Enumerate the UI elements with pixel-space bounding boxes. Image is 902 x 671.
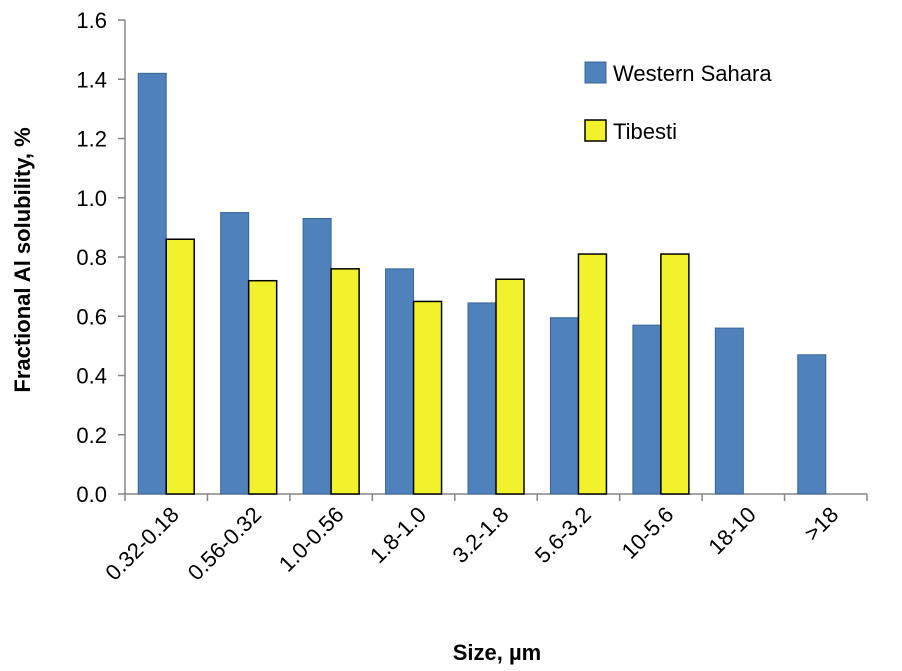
legend: Western Sahara Tibesti	[584, 61, 772, 144]
x-tick-label: 1.0-0.56	[274, 502, 349, 577]
x-tick-label: 3.2-1.8	[447, 502, 513, 568]
bar-western-sahara	[467, 302, 497, 495]
bar-tibesti	[330, 268, 360, 495]
legend-swatch-tibesti	[584, 119, 607, 142]
x-tick-label: 0.56-0.32	[183, 502, 266, 585]
x-tick-label: 10-5.6	[617, 502, 679, 564]
bar-tibesti	[165, 238, 195, 495]
y-tick-label: 0.6	[76, 304, 107, 329]
x-tick-label: 18-10	[703, 502, 760, 559]
bar-western-sahara	[797, 354, 827, 495]
y-tick-label: 1.4	[76, 67, 107, 92]
bar-western-sahara	[302, 217, 332, 495]
bar-western-sahara	[714, 327, 744, 495]
bar-western-sahara	[549, 317, 579, 495]
y-tick-label: 0.2	[76, 423, 107, 448]
x-axis-title: Size, µm	[453, 640, 541, 665]
bar-western-sahara	[632, 324, 662, 495]
bar-tibesti	[495, 278, 525, 495]
x-tick-label: 1.8-1.0	[365, 502, 431, 568]
y-tick-label: 0.0	[76, 482, 107, 507]
legend-swatch-western-sahara	[584, 61, 607, 84]
x-tick-label: >18	[799, 502, 843, 546]
bar-tibesti	[412, 300, 443, 495]
plot-area: 0.0 0.2 0.4 0.6 0.8 1.0 1.2 1.4 1.6 0.32-0.18 0.56…	[76, 8, 868, 585]
bar-western-sahara	[385, 268, 415, 495]
y-tick-label: 1.2	[76, 127, 107, 152]
y-axis-title: Fractional Al solubility, %	[10, 127, 35, 392]
bar-tibesti	[660, 253, 690, 495]
bar-western-sahara	[220, 212, 250, 495]
y-tick-label: 0.4	[76, 364, 107, 389]
bar-tibesti	[247, 279, 278, 495]
legend-label-tibesti: Tibesti	[613, 119, 677, 144]
legend-label-western-sahara: Western Sahara	[613, 61, 772, 86]
y-tick-label: 1.0	[76, 186, 107, 211]
bar-tibesti	[577, 253, 608, 495]
x-tick-label: 5.6-3.2	[530, 502, 596, 568]
y-tick-label: 1.6	[76, 8, 107, 33]
x-tick-label: 0.32-0.18	[100, 502, 183, 585]
y-tick-label: 0.8	[76, 245, 107, 270]
bar-western-sahara	[137, 72, 167, 495]
